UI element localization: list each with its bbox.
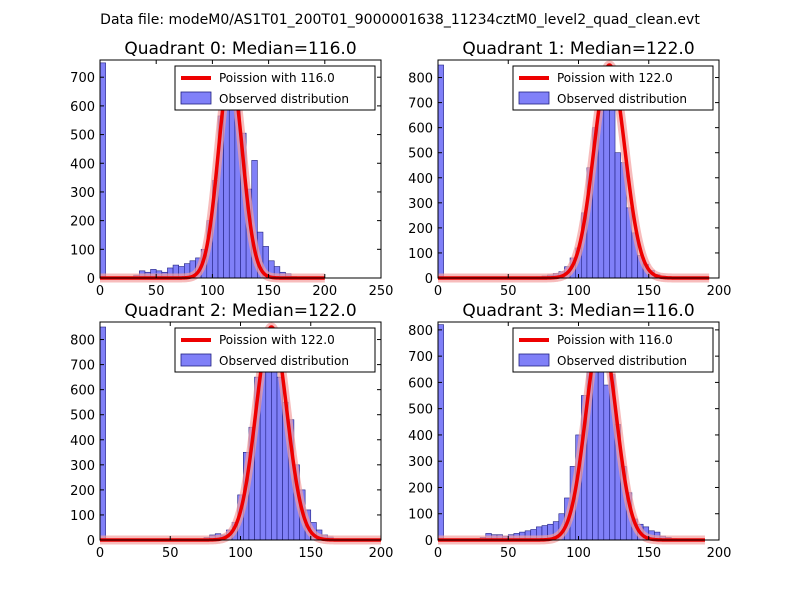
y-tick-label: 100 (408, 247, 433, 262)
legend-bar-label: Observed distribution (219, 92, 349, 106)
panel-title: Quadrant 0: Median=116.0 (124, 39, 356, 59)
x-tick-label: 100 (566, 546, 591, 561)
legend: Poission with 122.0 Observed distributio… (512, 65, 714, 111)
histogram-bar (437, 64, 444, 279)
histogram-bar (603, 384, 610, 541)
x-tick-label: 100 (200, 284, 225, 299)
histogram-bar (609, 107, 616, 279)
y-tick-label: 400 (70, 434, 95, 449)
legend-line-label: Poission with 116.0 (557, 333, 673, 347)
y-tick-label: 200 (408, 481, 433, 496)
x-tick-label: 100 (228, 546, 253, 561)
panel-quadrant-1: 0 50 100 150 200 0 100 200 300 400 500 600 700 800 Qu… (408, 39, 731, 299)
y-tick-label: 600 (70, 384, 95, 399)
histogram-bar (614, 152, 621, 279)
y-tick-label: 800 (70, 334, 95, 349)
y-tick-label: 0 (425, 272, 433, 287)
y-tick-label: 700 (70, 359, 95, 374)
y-tick-label: 400 (408, 429, 433, 444)
y-tick-label: 100 (70, 509, 95, 524)
y-tick-label: 600 (408, 122, 433, 137)
x-tick-label: 0 (434, 546, 442, 561)
panel-quadrant-2: 0 50 100 150 200 0 100 200 300 400 500 600 700 800 Qu… (70, 301, 393, 561)
y-tick-label: 300 (408, 455, 433, 470)
y-tick-label: 500 (70, 409, 95, 424)
y-tick-label: 800 (408, 72, 433, 87)
y-tick-label: 400 (408, 172, 433, 187)
y-tick-label: 200 (408, 222, 433, 237)
legend: Poission with 116.0 Observed distributio… (512, 327, 714, 373)
figure-title: Data file: modeM0/AS1T01_200T01_90000016… (100, 12, 700, 28)
legend-line-label: Poission with 116.0 (219, 71, 335, 85)
histogram-bar (99, 326, 106, 541)
histogram-bar (228, 108, 236, 279)
x-tick-label: 200 (707, 284, 732, 299)
y-tick-label: 200 (70, 215, 95, 230)
y-tick-label: 500 (408, 147, 433, 162)
legend-bar-swatch (180, 91, 212, 105)
y-tick-label: 400 (70, 157, 95, 172)
panel-quadrant-3: 0 50 100 150 200 0 100 200 300 400 500 600 700 800 Qu… (408, 301, 731, 561)
y-tick-label: 0 (425, 534, 433, 549)
axes-border (99, 59, 382, 279)
y-tick-label: 700 (70, 71, 95, 86)
panel-quadrant-0: 0 50 100 150 200 250 0 100 200 300 400 500 600 700 Qu… (70, 39, 393, 299)
y-tick-label: 300 (70, 186, 95, 201)
x-tick-label: 0 (96, 284, 104, 299)
legend: Poission with 122.0 Observed distributio… (174, 327, 376, 373)
y-tick-label: 500 (408, 403, 433, 418)
histogram-bar (99, 62, 106, 279)
x-tick-label: 150 (256, 284, 281, 299)
legend-bar-label: Observed distribution (557, 92, 687, 106)
legend-bar-label: Observed distribution (557, 354, 687, 368)
y-tick-label: 300 (408, 197, 433, 212)
legend-bar-label: Observed distribution (219, 354, 349, 368)
y-tick-label: 600 (408, 376, 433, 391)
panel-title: Quadrant 2: Median=122.0 (124, 301, 356, 321)
x-tick-label: 150 (636, 284, 661, 299)
legend: Poission with 116.0 Observed distributio… (174, 65, 376, 111)
x-tick-label: 50 (162, 546, 179, 561)
y-tick-label: 100 (70, 243, 95, 258)
y-tick-label: 800 (408, 324, 433, 339)
legend-bar-swatch (518, 353, 550, 367)
legend-line-label: Poission with 122.0 (557, 71, 673, 85)
panel-title: Quadrant 3: Median=116.0 (462, 301, 694, 321)
x-tick-label: 50 (500, 284, 517, 299)
legend-bar-swatch (518, 91, 550, 105)
legend-line-label: Poission with 122.0 (219, 333, 335, 347)
x-tick-label: 0 (434, 284, 442, 299)
y-tick-label: 700 (408, 97, 433, 112)
y-tick-label: 100 (408, 508, 433, 523)
x-tick-label: 200 (369, 546, 394, 561)
y-tick-label: 500 (70, 129, 95, 144)
x-tick-label: 50 (148, 284, 165, 299)
panel-title: Quadrant 1: Median=122.0 (462, 39, 694, 59)
x-tick-label: 250 (369, 284, 394, 299)
y-tick-label: 700 (408, 350, 433, 365)
y-tick-label: 300 (70, 459, 95, 474)
x-tick-label: 200 (707, 546, 732, 561)
x-tick-label: 0 (96, 546, 104, 561)
y-tick-label: 0 (87, 534, 95, 549)
x-tick-label: 200 (312, 284, 337, 299)
y-tick-label: 600 (70, 100, 95, 115)
x-tick-label: 150 (298, 546, 323, 561)
histogram-bar (437, 324, 444, 541)
y-tick-label: 0 (87, 272, 95, 287)
x-tick-label: 150 (636, 546, 661, 561)
x-tick-label: 50 (500, 546, 517, 561)
x-tick-label: 100 (566, 284, 591, 299)
legend-bar-swatch (180, 353, 212, 367)
y-tick-label: 200 (70, 484, 95, 499)
